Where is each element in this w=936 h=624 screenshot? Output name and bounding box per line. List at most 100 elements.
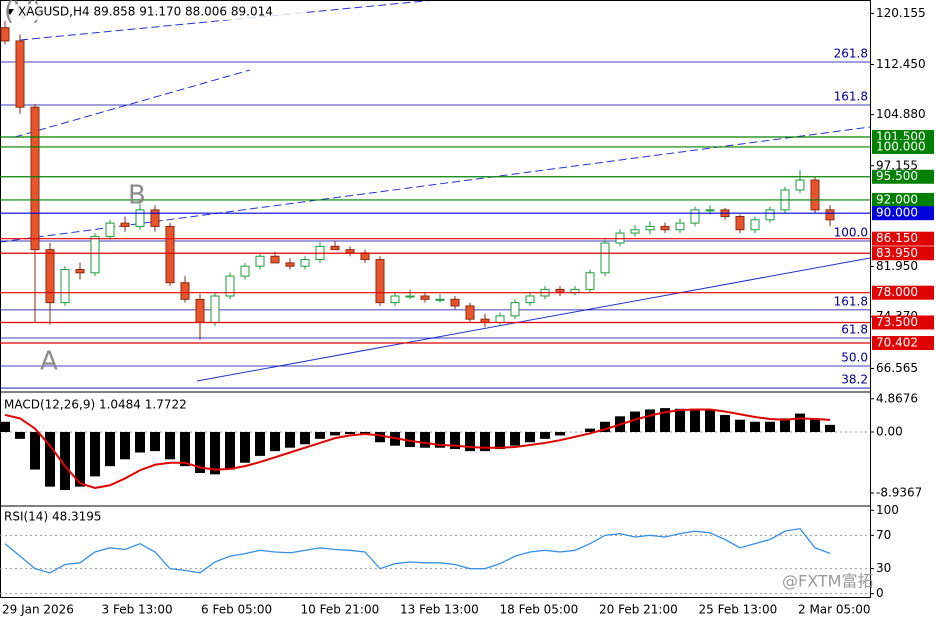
macd-bar xyxy=(315,432,325,439)
y-tick-label: 100 xyxy=(876,503,899,517)
panel-title: MACD(12,26,9) 1.0484 1.7722 xyxy=(4,398,187,412)
candle-body xyxy=(420,295,430,300)
x-tick-label: 25 Feb 13:00 xyxy=(699,603,778,617)
plot-frame xyxy=(0,0,871,598)
macd-bar xyxy=(630,411,640,433)
macd-bar xyxy=(60,432,70,491)
macd-bar xyxy=(165,432,175,460)
macd-bar xyxy=(15,432,25,439)
level-label: 100.000 xyxy=(876,139,926,153)
fib-label: 38.2 xyxy=(841,373,868,387)
x-tick-label: 2 Mar 05:00 xyxy=(798,603,871,617)
level-box xyxy=(872,246,934,261)
candle-body xyxy=(450,298,460,307)
candle-body xyxy=(405,295,415,298)
rsi-line xyxy=(4,527,831,574)
macd-bar xyxy=(780,418,790,433)
y-tick-label: 30 xyxy=(876,561,891,575)
candle-body xyxy=(195,298,205,323)
candle-body xyxy=(135,209,145,227)
candle-body xyxy=(45,249,55,304)
macd-bar xyxy=(465,432,475,452)
level-box xyxy=(872,139,934,154)
y-tick-label: 0 xyxy=(876,586,884,600)
macd-bar xyxy=(195,432,205,473)
level-box xyxy=(872,336,934,351)
candle-body xyxy=(660,225,670,231)
macd-bar xyxy=(90,432,100,477)
y-tick-label: 120.155 xyxy=(876,6,926,20)
x-tick-label: 6 Feb 05:00 xyxy=(201,603,272,617)
macd-bar xyxy=(690,408,700,433)
candle-body xyxy=(615,232,625,244)
candle-body xyxy=(90,235,100,274)
candle-body xyxy=(210,295,220,323)
macd-bar xyxy=(765,421,775,433)
macd-bar xyxy=(0,421,10,433)
level-label: 70.402 xyxy=(876,336,918,350)
candle-body xyxy=(495,315,505,323)
macd-bar xyxy=(720,414,730,433)
candle-body xyxy=(510,302,520,317)
level-label: 95.500 xyxy=(876,169,918,183)
level-label: 90.000 xyxy=(876,206,918,220)
menu-arrow xyxy=(6,9,14,15)
title-bg xyxy=(16,4,306,20)
level-label: 86.150 xyxy=(876,231,918,245)
x-tick-label: 20 Feb 21:00 xyxy=(599,603,678,617)
level-label: 78.000 xyxy=(876,285,918,299)
macd-bar xyxy=(660,408,670,433)
macd-bar xyxy=(210,432,220,475)
macd-bar xyxy=(750,421,760,433)
candle-body xyxy=(375,259,385,304)
macd-bar xyxy=(825,424,835,433)
candle-body xyxy=(735,215,745,231)
y-tick-label: 112.450 xyxy=(876,57,926,71)
macd-bar xyxy=(300,432,310,445)
macd-bar xyxy=(405,432,415,448)
candle-body xyxy=(15,40,25,108)
wave-label: B xyxy=(128,181,146,211)
y-tick-label: 0.00 xyxy=(876,425,903,439)
candle-body xyxy=(330,245,340,251)
candle-body xyxy=(285,262,295,267)
macd-bar xyxy=(705,409,715,433)
candle-body xyxy=(105,222,115,237)
macd-bar xyxy=(105,432,115,467)
y-tick-label: -8.9367 xyxy=(876,486,922,500)
candle-body xyxy=(165,225,175,284)
fib-label: 261.8 xyxy=(834,47,868,61)
macd-bar xyxy=(255,432,265,456)
candle-body xyxy=(390,295,400,304)
macd-bar xyxy=(270,432,280,452)
trend-line xyxy=(14,69,251,138)
candle-body xyxy=(435,298,445,301)
macd-bar xyxy=(180,432,190,467)
candle-body xyxy=(630,229,640,234)
chart-title: XAGUSD,H4 89.858 91.170 88.006 89.014 xyxy=(18,5,273,19)
macd-bar xyxy=(600,421,610,433)
macd-bar xyxy=(285,432,295,448)
candle-body xyxy=(795,179,805,191)
candle-body xyxy=(750,219,760,231)
signal-line xyxy=(4,408,831,490)
level-box xyxy=(872,206,934,221)
panel-title: RSI(14) 48.3195 xyxy=(4,510,102,524)
watermark: @FXTM富拓 xyxy=(782,572,873,591)
candle-body xyxy=(120,222,130,227)
macd-bar xyxy=(30,432,40,470)
macd-bar xyxy=(345,432,355,435)
candle-body xyxy=(810,179,820,211)
macd-bar xyxy=(420,432,430,448)
macd-bar xyxy=(735,419,745,433)
candle-body xyxy=(825,209,835,221)
candle-body xyxy=(705,209,715,212)
candle-body xyxy=(60,268,70,304)
macd-bar xyxy=(480,432,490,452)
macd-bar xyxy=(495,432,505,450)
fib-label: 50.0 xyxy=(841,351,868,365)
candle-body xyxy=(525,295,535,304)
macd-bar xyxy=(795,413,805,433)
